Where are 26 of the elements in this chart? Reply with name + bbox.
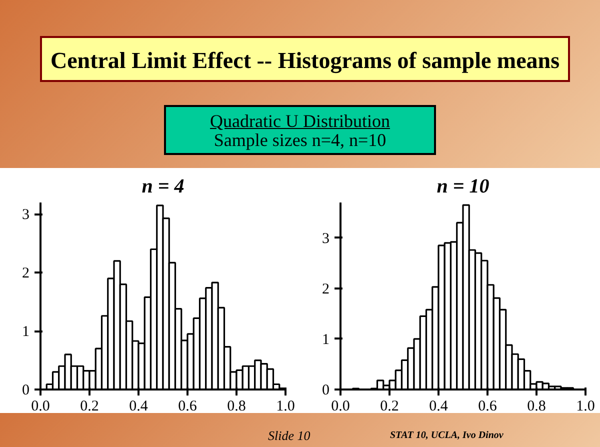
x-tick-label: 0.2 (80, 398, 99, 414)
x-tick-label: 0.4 (129, 398, 148, 414)
y-tick-label: 0 (322, 382, 330, 398)
chart-title: n = 4 (142, 176, 184, 198)
x-tick-label: 1.0 (576, 398, 595, 414)
y-tick-label: 2 (322, 281, 330, 298)
x-tick-label: 0.8 (227, 398, 246, 414)
x-tick-label: 0.4 (429, 398, 448, 414)
x-tick-label: 0.0 (331, 398, 350, 414)
y-tick-label: 0 (22, 382, 30, 398)
text: Quadratic U Distribution (210, 111, 390, 131)
x-tick-label: 1.0 (276, 398, 295, 414)
x-tick-label: 0.6 (478, 398, 498, 414)
chart-title: n = 10 (436, 176, 490, 198)
text: Slide 10 (268, 427, 310, 445)
x-tick-label: 0.6 (178, 398, 198, 414)
y-tick-label: 1 (322, 332, 330, 348)
y-tick-label: 3 (322, 230, 330, 247)
x-tick-label: 0.0 (31, 398, 50, 414)
y-tick-label: 2 (22, 266, 30, 282)
x-tick-label: 0.8 (527, 398, 546, 414)
y-tick-label: 3 (22, 207, 30, 224)
x-tick-label: 0.2 (380, 398, 399, 414)
y-tick-label: 1 (22, 324, 30, 340)
text: Central Limit Effect -- Histograms of sample means (40, 36, 570, 82)
text: STAT 10, UCLA, Ivo Dinov (390, 429, 504, 443)
